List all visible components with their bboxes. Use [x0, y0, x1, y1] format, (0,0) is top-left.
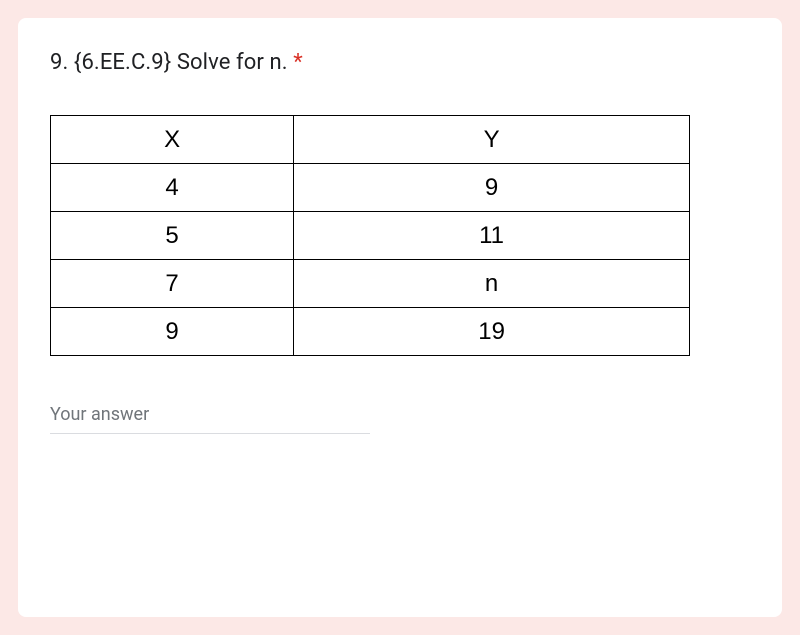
- table-cell: 9: [294, 164, 690, 212]
- table-cell: 11: [294, 212, 690, 260]
- table-header-row: X Y: [51, 116, 690, 164]
- column-header-y: Y: [294, 116, 690, 164]
- question-card: 9. {6.EE.C.9} Solve for n. * X Y 4 9 5 1…: [18, 18, 782, 617]
- question-text: 9. {6.EE.C.9} Solve for n.: [50, 50, 288, 75]
- table-cell: 7: [51, 260, 294, 308]
- data-table-container: X Y 4 9 5 11 7 n 9 19: [50, 115, 750, 356]
- table-cell: 5: [51, 212, 294, 260]
- column-header-x: X: [51, 116, 294, 164]
- answer-input[interactable]: [50, 396, 370, 434]
- table-row: 5 11: [51, 212, 690, 260]
- question-title: 9. {6.EE.C.9} Solve for n. *: [50, 50, 750, 75]
- table-cell: 4: [51, 164, 294, 212]
- table-cell: 9: [51, 308, 294, 356]
- table-cell: 19: [294, 308, 690, 356]
- table-row: 9 19: [51, 308, 690, 356]
- table-cell: n: [294, 260, 690, 308]
- table-row: 4 9: [51, 164, 690, 212]
- table-row: 7 n: [51, 260, 690, 308]
- required-asterisk: *: [293, 50, 303, 75]
- data-table: X Y 4 9 5 11 7 n 9 19: [50, 115, 690, 356]
